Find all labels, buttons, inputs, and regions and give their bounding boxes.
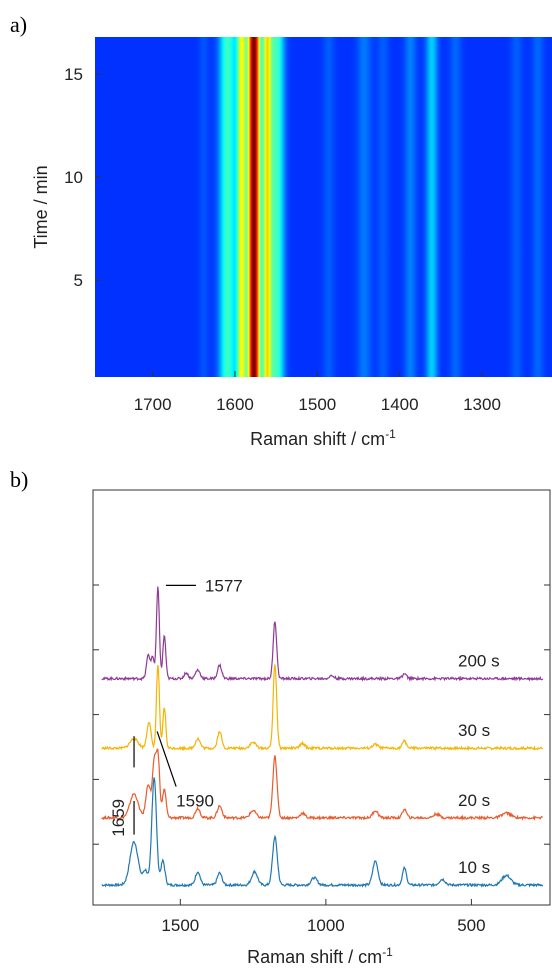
- spectrum-trace-200s: [101, 586, 544, 682]
- annotation-label: 1577: [205, 576, 243, 595]
- heatmap-y-tick-label: 10: [64, 168, 83, 187]
- spectrum-trace-10s: [101, 777, 544, 888]
- spectrum-trace-20s: [101, 748, 543, 822]
- panel-a-label: a): [10, 12, 27, 37]
- annotation-label: 1659: [109, 799, 128, 837]
- heatmap-y-tick-label: 5: [74, 271, 83, 290]
- heatmap-y-tick-label: 15: [64, 65, 83, 84]
- heatmap-x-tick-label: 1300: [463, 395, 501, 414]
- spectra-x-tick-label: 500: [457, 916, 485, 935]
- heatmap-panel: 1700 1600 1500 1400 1300 5 10 15 Raman shift /…: [31, 37, 552, 449]
- spectrum-label: 10 s: [458, 858, 490, 877]
- spectra-panel: 1500 1000 500 10 s 20 s 30 s 200 s 1577 1590 165…: [92, 489, 551, 967]
- heatmap-x-tick-label: 1600: [216, 395, 254, 414]
- spectrum-trace-30s: [101, 664, 544, 752]
- heatmap-y-axis-label: Time / min: [31, 165, 51, 248]
- heatmap-image: [95, 37, 552, 377]
- heatmap-x-tick-label: 1700: [134, 395, 172, 414]
- spectrum-label: 20 s: [458, 791, 490, 810]
- spectrum-label: 30 s: [458, 721, 490, 740]
- spectra-plot-frame: [92, 489, 551, 906]
- spectra-x-tick-label: 1000: [307, 916, 345, 935]
- heatmap-x-tick-label: 1500: [298, 395, 336, 414]
- heatmap-x-axis-label: Raman shift / cm-1: [250, 427, 396, 449]
- panel-b-label: b): [10, 467, 28, 492]
- annotation-line: [156, 731, 177, 787]
- spectra-x-tick-label: 1500: [161, 916, 199, 935]
- spectra-x-axis-label: Raman shift / cm-1: [247, 945, 393, 967]
- spectrum-label: 200 s: [458, 652, 500, 671]
- annotation-label: 1590: [176, 792, 214, 811]
- heatmap-x-tick-label: 1400: [381, 395, 419, 414]
